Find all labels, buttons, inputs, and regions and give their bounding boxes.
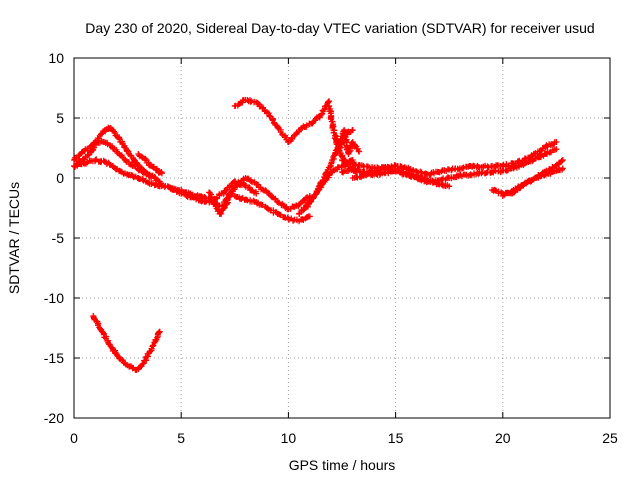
y-tick-label: 10 [48,50,64,66]
y-tick-label: -5 [52,230,65,246]
data-point-trail [152,329,163,343]
data-point-trail [361,168,376,179]
series-track-5 [90,313,163,373]
data-point [253,190,260,197]
data-point-trail [405,164,419,175]
data-point-trail [501,188,515,198]
data-point [446,183,453,190]
data-point-trail [415,173,429,182]
series-track-4 [135,151,165,177]
series-track-17 [349,165,453,190]
axis-ticks: 0 5 10 15 20 25 -20 -15 -10 -5 0 5 10 [44,50,618,446]
data-point-trail [311,179,325,198]
data-point-trail [244,97,258,106]
data-point-trail [253,181,270,194]
data-point-trail [146,339,158,355]
data-point-trail [544,146,558,157]
data-point-trail [139,166,153,180]
data-point-trail [136,152,146,161]
x-tick-label: 0 [70,430,78,446]
data-point-trail [340,166,355,176]
data-point-trail [243,175,258,186]
data-point-trail [533,172,548,181]
data-point [559,165,566,172]
chart-title: Day 230 of 2020, Sidereal Day-to-day VTE… [85,20,594,36]
data-point-trail [275,124,291,145]
data-point-trail [275,210,291,221]
data-point-trail [114,134,128,151]
grid-lines [74,58,610,418]
data-point-trail [512,181,527,193]
data-point [356,148,363,155]
data-point-trail [303,194,316,210]
data-point-trail [221,178,237,194]
series-track-9 [221,175,313,213]
data-point-trail [254,99,269,115]
data-point-trail [254,199,269,210]
data-point-trail [131,158,145,172]
data-point [349,127,356,133]
data-point [92,157,99,163]
data-point [553,139,560,145]
data-point-trail [71,152,83,163]
series-track-20 [332,127,363,157]
x-tick-label: 5 [177,430,185,446]
y-tick-label: -10 [44,290,64,306]
data-point-trail [553,157,565,168]
series-track-10 [231,193,313,225]
data-point [139,361,146,367]
data-point-trail [490,167,504,176]
data-point-trail [232,175,247,190]
data-point-trail [108,344,121,360]
data-point-trail [264,110,281,130]
series-track-19 [499,165,566,199]
x-tick-label: 20 [495,430,511,446]
data-point-trail [350,161,365,169]
data-point-trail [133,362,145,373]
data-point-trail [264,205,280,216]
data-point [306,213,313,220]
data-point [158,170,165,177]
data-point-trail [103,159,114,168]
data-point-trail [116,355,129,368]
x-tick-label: 15 [388,430,404,446]
series-track-2 [71,124,155,181]
y-tick-label: -15 [44,350,64,366]
y-tick-label: 5 [56,110,64,126]
data-point-trail [123,147,137,163]
data-point-trail [308,113,323,127]
data-point-trail [521,157,537,167]
y-axis-label: SDTVAR / TECUs [6,182,22,294]
data-point [559,157,566,163]
data-point-trail [222,186,238,204]
data-point-trail [99,329,113,348]
data-point-trail [110,163,121,173]
data-point-trail [286,128,302,145]
data-point-trail [554,166,565,174]
x-axis-label: GPS time / hours [289,457,396,473]
data-point-trail [88,135,102,154]
data-point-trail [522,176,537,187]
x-tick-label: 10 [281,430,297,446]
data-point-trail [286,215,300,224]
data-point-trail [320,162,334,184]
data-point [553,146,560,153]
data-points [71,97,566,373]
data-point [148,175,155,181]
data-point-trail [325,103,337,131]
y-tick-label: 0 [56,170,64,186]
data-point [156,328,163,335]
series-track-13 [231,97,333,145]
data-point-trail [287,202,302,212]
y-tick-label: -20 [44,410,64,426]
data-point-trail [265,190,281,205]
data-point-trail [436,181,451,189]
x-tick-label: 25 [602,430,618,446]
